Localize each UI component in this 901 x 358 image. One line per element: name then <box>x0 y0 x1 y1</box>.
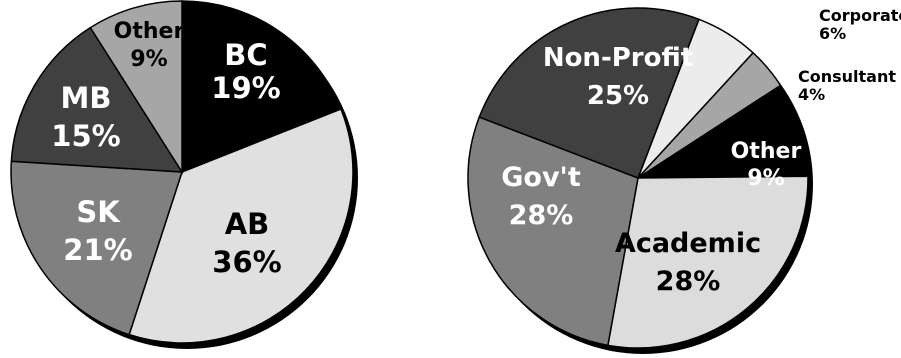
slice-label-sk: SK <box>76 195 121 229</box>
pie-slice-other <box>89 0 183 175</box>
slice-value-academic: 28% <box>656 266 721 297</box>
slice-label-academic: Academic <box>615 228 761 259</box>
slice-value-non-profit: 25% <box>587 81 649 111</box>
slice-value-corporate: 6% <box>819 24 846 43</box>
slice-label-other: Other <box>114 19 185 44</box>
pie-slice-gov-t <box>467 116 639 347</box>
pie-slice-other <box>635 84 809 179</box>
pie-slice-mb <box>10 26 184 173</box>
slice-value-gov-t: 28% <box>509 200 574 231</box>
slice-value-bc: 19% <box>211 71 280 105</box>
slice-value-mb: 15% <box>51 119 120 153</box>
slice-label-non-profit: Non-Profit <box>543 43 693 73</box>
slice-label-ab: AB <box>225 207 270 241</box>
slice-value-other: 9% <box>130 47 167 72</box>
pie-slice-sk <box>10 160 184 336</box>
slice-label-consultant: Consultant <box>798 67 896 86</box>
pie-slice-non-profit <box>478 7 700 179</box>
slice-label-corporate: Corporate <box>819 6 901 25</box>
slice-label-other: Other <box>731 139 802 164</box>
slice-label-gov-t: Gov't <box>501 162 581 193</box>
pie-slice-ab <box>128 108 354 344</box>
slice-value-sk: 21% <box>63 233 132 267</box>
slice-value-ab: 36% <box>212 245 281 279</box>
slice-label-mb: MB <box>61 81 112 115</box>
pie-slice-bc <box>181 0 342 174</box>
pie-slice-academic <box>607 175 809 349</box>
slice-value-other: 9% <box>747 166 784 191</box>
slice-value-consultant: 4% <box>798 85 825 104</box>
slice-label-bc: BC <box>224 38 267 72</box>
